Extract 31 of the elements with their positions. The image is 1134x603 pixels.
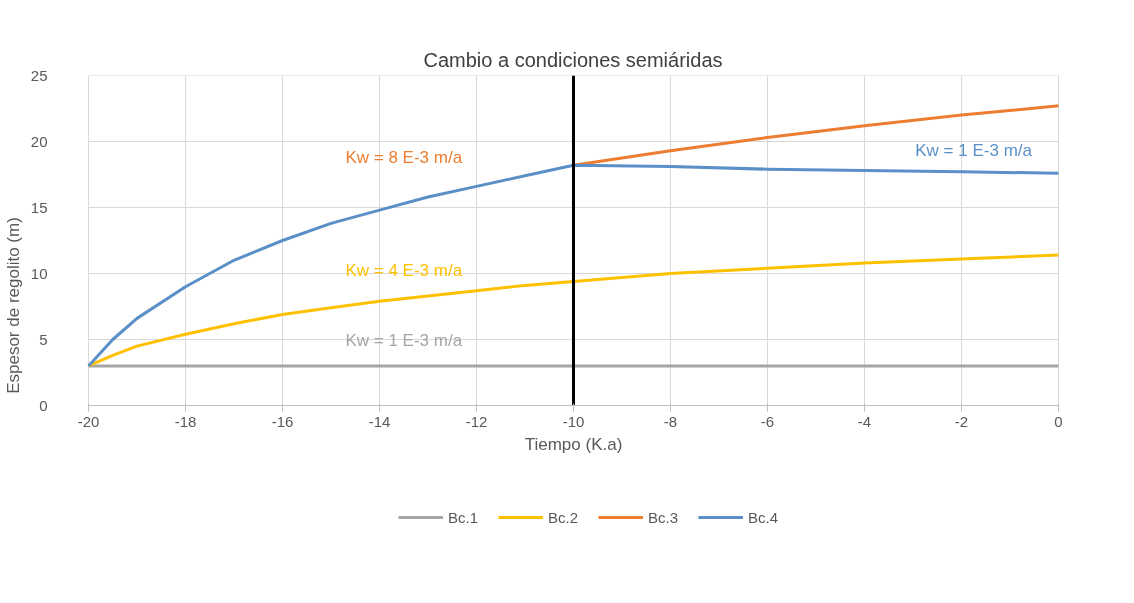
- x-tick-label: -18: [174, 412, 197, 430]
- y-tick-label: 25: [30, 66, 48, 84]
- x-tick-label: -2: [954, 412, 969, 430]
- annotation: Kw = 4 E-3 m/a: [345, 261, 463, 281]
- x-axis-title: Tiempo (K.a): [524, 434, 623, 454]
- y-tick-label: 5: [39, 330, 48, 348]
- line-series: [87, 163, 1060, 368]
- line-series: [572, 104, 1060, 167]
- y-tick-label: 10: [30, 264, 48, 282]
- x-tick-label: 0: [1054, 412, 1063, 430]
- x-tick-label: -8: [663, 412, 678, 430]
- x-tick-label: -20: [77, 412, 100, 430]
- y-tick-label: 20: [30, 132, 48, 150]
- x-tick-label: -10: [562, 412, 585, 430]
- legend-label: Bc.3: [648, 508, 679, 526]
- legend-label: Bc.1: [448, 508, 479, 526]
- ref-line-label: Cambio a condiciones semiáridas: [423, 48, 723, 71]
- x-tick-label: -4: [857, 412, 872, 430]
- legend-label: Bc.4: [748, 508, 779, 526]
- x-tick-label: -12: [465, 412, 488, 430]
- x-tick-label: -14: [368, 412, 391, 430]
- x-tick-label: -6: [760, 412, 775, 430]
- y-tick-label: 0: [39, 396, 48, 414]
- y-axis-title: Espesor de regolito (m): [3, 217, 23, 394]
- annotation: Kw = 8 E-3 m/a: [345, 147, 463, 167]
- x-tick-label: -16: [271, 412, 294, 430]
- y-tick-label: 15: [30, 198, 48, 216]
- annotation: Kw = 1 E-3 m/a: [345, 331, 463, 351]
- legend-label: Bc.2: [548, 508, 579, 526]
- line-series: [87, 253, 1060, 368]
- annotation: Kw = 1 E-3 m/a: [915, 141, 1033, 161]
